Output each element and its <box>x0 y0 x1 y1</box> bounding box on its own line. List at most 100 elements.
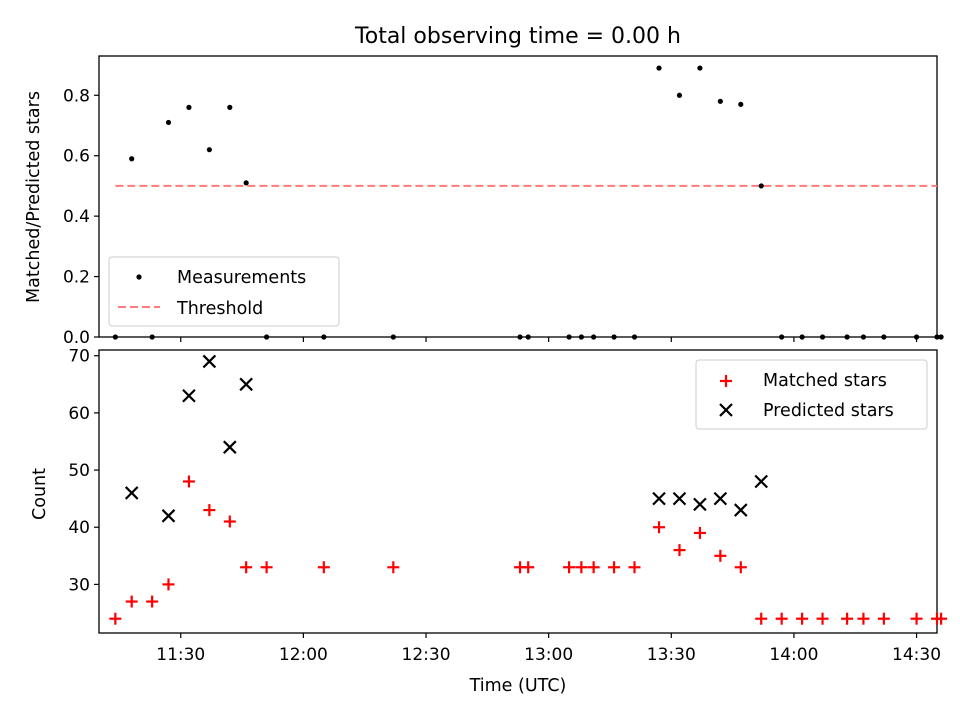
legend-label-threshold: Threshold <box>176 299 263 319</box>
measurement-point <box>566 334 572 340</box>
measurement-point <box>881 334 887 340</box>
bottom-plot-area <box>98 349 938 634</box>
bottom-y-axis-label: Count <box>30 468 50 520</box>
matched-stars-point <box>522 561 535 574</box>
bottom-xtick-label: 12:30 <box>402 645 451 665</box>
matched-stars-point <box>775 612 788 625</box>
matched-stars-point <box>260 561 273 574</box>
predicted-stars-point <box>713 491 728 506</box>
matched-stars-point <box>841 612 854 625</box>
measurement-point <box>186 104 192 110</box>
bottom-xtick-label: 13:30 <box>647 645 696 665</box>
measurement-point <box>112 334 118 340</box>
matched-stars-point <box>109 612 122 625</box>
measurement-point <box>938 334 944 340</box>
measurement-point <box>149 334 155 340</box>
predicted-stars-point <box>223 440 237 454</box>
matched-stars-point <box>673 544 686 557</box>
measurement-point <box>129 156 135 162</box>
predicted-stars-point <box>124 486 139 500</box>
top-legend: Measurements Threshold <box>108 256 340 327</box>
measurement-point <box>676 92 683 98</box>
top-ytick-label: 0.6 <box>63 147 90 167</box>
matched-stars-point <box>223 515 236 528</box>
top-data-marks <box>112 65 944 340</box>
predicted-stars-point <box>202 354 217 369</box>
bottom-xtick-label: 12:00 <box>279 645 328 665</box>
measurement-point <box>697 65 703 71</box>
bottom-ytick-label: 50 <box>68 461 90 481</box>
bottom-y-ticks: 30 40 50 60 70 <box>68 347 99 595</box>
predicted-stars-point <box>734 503 748 517</box>
measurement-point <box>578 334 584 340</box>
measurement-point <box>525 334 531 340</box>
measurement-point <box>611 334 617 340</box>
measurement-point <box>243 180 249 186</box>
top-ytick-label: 0.8 <box>63 86 90 106</box>
predicted-stars-point <box>754 474 769 489</box>
matched-stars-point <box>693 526 706 539</box>
measurement-point <box>717 98 723 104</box>
matched-stars-point <box>935 612 948 625</box>
measurement-point <box>860 334 867 340</box>
measurement-point <box>738 101 744 107</box>
predicted-stars-point <box>672 491 687 506</box>
measurement-point <box>844 334 850 340</box>
matched-stars-point <box>317 561 330 574</box>
matched-stars-point <box>575 561 588 574</box>
measurement-point <box>321 334 327 340</box>
measurement-point <box>517 334 523 340</box>
bottom-data-marks <box>109 354 948 625</box>
measurement-point <box>758 183 764 189</box>
bottom-x-ticks: 11:30 12:00 12:30 13:00 13:30 14:00 14:30 <box>156 633 941 665</box>
bottom-ytick-label: 30 <box>68 575 90 595</box>
predicted-stars-point <box>693 497 707 512</box>
matched-stars-point <box>146 595 159 608</box>
matched-stars-point <box>628 561 641 574</box>
measurement-point <box>390 334 396 340</box>
top-x-ticks <box>180 337 918 342</box>
matched-stars-point <box>240 561 253 574</box>
matched-stars-point <box>182 475 195 488</box>
top-chart-title: Total observing time = 0.00 h <box>354 24 681 49</box>
measurement-point <box>779 334 785 340</box>
matched-stars-point <box>755 612 768 625</box>
bottom-ytick-label: 40 <box>68 518 90 538</box>
top-y-ticks: 0.0 0.2 0.4 0.6 0.8 <box>63 86 99 348</box>
counts-panel: Count Time (UTC) 30 40 50 60 70 11:30 12:00 12… <box>30 347 948 696</box>
top-legend-box <box>108 256 340 327</box>
measurement-point <box>934 334 940 340</box>
matched-stars-point <box>387 561 400 574</box>
bottom-ytick-label: 60 <box>68 404 90 424</box>
top-ytick-label: 0.4 <box>63 207 90 227</box>
bottom-legend: Matched stars Predicted stars <box>695 359 928 430</box>
measurement-point <box>227 104 233 110</box>
bottom-xtick-label: 13:00 <box>524 645 573 665</box>
measurement-point <box>819 334 826 340</box>
matched-stars-point <box>910 612 923 625</box>
bottom-xtick-label: 14:00 <box>769 645 818 665</box>
measurement-point <box>913 334 920 340</box>
legend-marker-matched-stars <box>720 375 732 387</box>
matched-stars-point <box>796 612 809 625</box>
matched-stars-point <box>714 549 727 562</box>
matched-stars-point <box>587 561 600 574</box>
matched-stars-point <box>734 561 747 574</box>
matched-stars-point <box>125 595 138 608</box>
top-ytick-label: 0.0 <box>63 328 90 348</box>
measurement-point <box>656 65 662 71</box>
measurement-point <box>264 334 270 340</box>
predicted-stars-point <box>239 377 253 392</box>
predicted-stars-point <box>652 491 666 506</box>
matched-stars-point <box>162 578 175 591</box>
measurement-point <box>206 147 212 153</box>
matched-stars-point <box>563 561 576 574</box>
top-y-axis-label: Matched/Predicted stars <box>24 91 44 303</box>
measurements-panel: Total observing time = 0.00 h Matched/Pr… <box>24 24 944 348</box>
legend-label-predicted-stars: Predicted stars <box>763 401 894 421</box>
legend-marker-measurements <box>136 274 142 280</box>
bottom-x-axis-label: Time (UTC) <box>469 676 567 696</box>
top-ytick-label: 0.2 <box>63 268 90 288</box>
matched-stars-point <box>608 561 621 574</box>
